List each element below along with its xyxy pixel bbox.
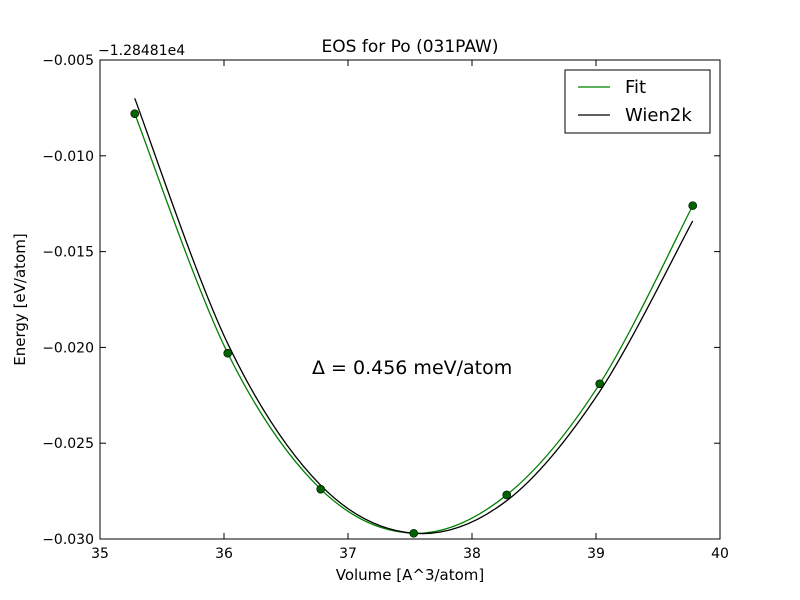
x-tick-label: 39 [587, 546, 605, 562]
delta-annotation: Δ = 0.456 meV/atom [312, 357, 512, 379]
curves-layer [134, 98, 694, 535]
y-tick-label: −0.030 [42, 532, 94, 548]
x-tick-label: 36 [215, 546, 233, 562]
ticks-layer: 35 36 37 38 39 40 −0.030 −0.025 −0.020 −0.015 −0.0… [42, 53, 729, 562]
plot-frame [99, 59, 721, 540]
y-tick-label: −0.025 [42, 436, 94, 452]
x-tick-label: 35 [91, 546, 109, 562]
data-point [409, 528, 419, 538]
data-point [316, 484, 326, 494]
y-tick-label: −0.015 [42, 245, 94, 261]
y-axis-offset-label: −1.28481e4 [98, 43, 185, 59]
data-point [223, 348, 233, 358]
series-line-wien2k [134, 98, 694, 535]
y-tick-label: −0.005 [42, 53, 94, 69]
legend: Fit Wien2k [564, 69, 711, 134]
x-tick-label: 40 [711, 546, 729, 562]
y-tick-label: −0.020 [42, 340, 94, 356]
y-axis-label: Energy [eV/atom] [11, 233, 29, 365]
data-point [502, 490, 512, 500]
data-point [688, 201, 698, 210]
data-point [595, 379, 605, 389]
legend-label-fit: Fit [625, 77, 646, 98]
x-tick-label: 38 [463, 546, 481, 562]
markers-layer [130, 109, 698, 538]
x-axis-label: Volume [A^3/atom] [336, 566, 485, 584]
y-tick-label: −0.010 [42, 149, 94, 165]
x-tick-label: 37 [339, 546, 357, 562]
data-point [130, 109, 140, 118]
chart-title: EOS for Po (031PAW) [322, 37, 499, 57]
legend-label-wien2k: Wien2k [625, 105, 692, 126]
legend-box [564, 69, 711, 134]
